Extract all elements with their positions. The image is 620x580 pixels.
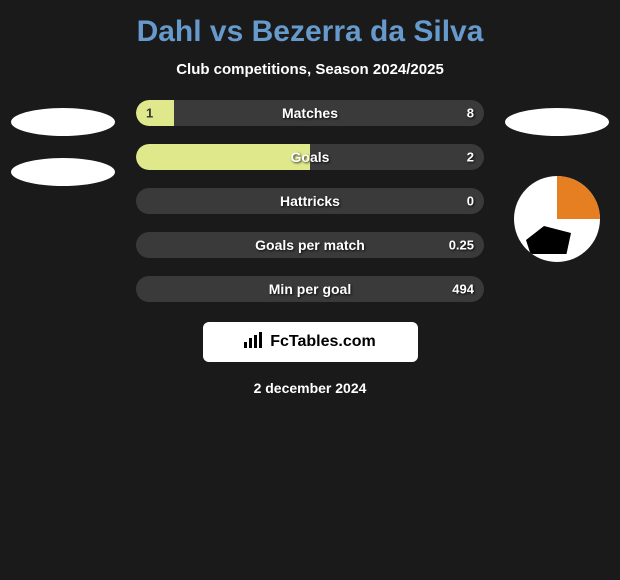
stat-value-right: 0.25: [449, 238, 474, 253]
stat-bar-goals-per-match: Goals per match 0.25: [136, 232, 484, 258]
stat-label: Min per goal: [269, 281, 351, 297]
comparison-container: Dahl vs Bezerra da Silva Club competitio…: [0, 0, 620, 580]
stat-value-right: 2: [467, 150, 474, 165]
stat-bar-hattricks: Hattricks 0: [136, 188, 484, 214]
stat-value-right: 8: [467, 106, 474, 121]
team-badge-right-1: [505, 108, 609, 136]
comparison-date: 2 december 2024: [254, 380, 367, 396]
left-team-badges: [8, 100, 118, 186]
stat-bar-matches: 1 Matches 8: [136, 100, 484, 126]
team-badge-left-1: [11, 108, 115, 136]
club-logo-chiangrai-icon: [514, 176, 600, 262]
stat-label: Hattricks: [280, 193, 340, 209]
stats-column: 1 Matches 8 Goals 2 Hattricks 0 Goals pe…: [136, 100, 484, 302]
brand-text: FcTables.com: [270, 333, 376, 351]
stat-fill-left: [136, 144, 310, 170]
stat-label: Goals per match: [255, 237, 365, 253]
team-badge-left-2: [11, 158, 115, 186]
stat-label: Matches: [282, 105, 338, 121]
fctables-brand-badge[interactable]: FcTables.com: [203, 322, 418, 362]
page-subtitle: Club competitions, Season 2024/2025: [176, 61, 444, 78]
stat-value-right: 0: [467, 194, 474, 209]
stat-value-left: 1: [146, 106, 153, 121]
comparison-area: 1 Matches 8 Goals 2 Hattricks 0 Goals pe…: [0, 100, 620, 302]
page-title: Dahl vs Bezerra da Silva: [137, 15, 484, 49]
stat-value-right: 494: [452, 282, 474, 297]
stat-label: Goals: [291, 149, 330, 165]
right-team-badges: [502, 100, 612, 262]
stat-bar-goals: Goals 2: [136, 144, 484, 170]
stat-fill-left: [136, 100, 174, 126]
stat-bar-min-per-goal: Min per goal 494: [136, 276, 484, 302]
chart-icon: [244, 332, 264, 353]
